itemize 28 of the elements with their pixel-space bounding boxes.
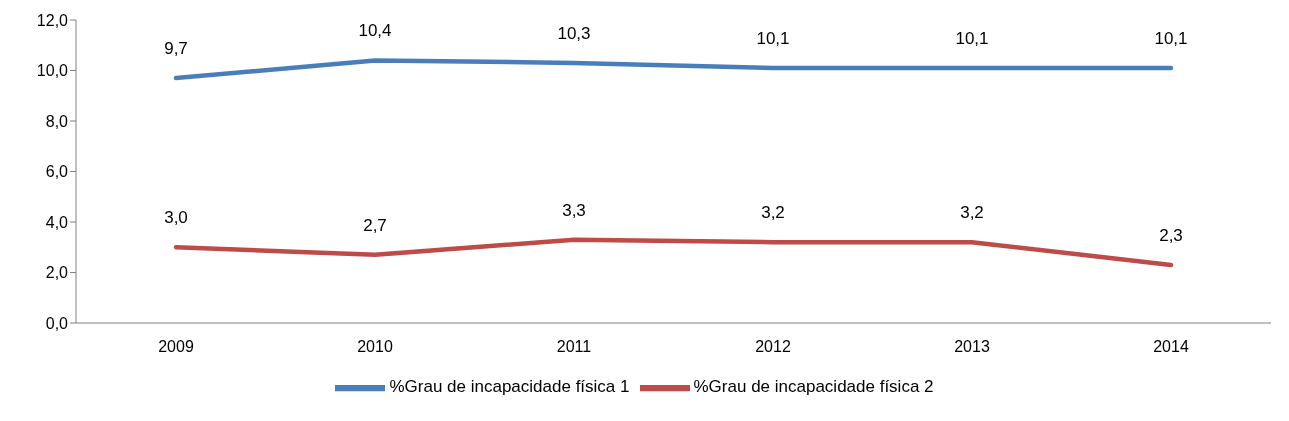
x-tick-label: 2013 (954, 338, 990, 356)
y-tick-label: 2,0 (45, 264, 69, 282)
legend-label: %Grau de incapacidade física 1 (389, 377, 630, 397)
y-tick-label: 12,0 (36, 11, 69, 29)
x-tick-label: 2014 (1153, 338, 1189, 356)
y-tick-label: 0,0 (45, 314, 69, 332)
data-label: 10,3 (557, 23, 591, 43)
y-tick-label: 4,0 (45, 213, 69, 231)
data-label: 10,4 (358, 21, 392, 41)
data-label: 10,1 (955, 28, 989, 48)
x-tick-label: 2012 (755, 338, 791, 356)
y-tick-label: 6,0 (45, 163, 69, 181)
x-tick-label: 2010 (357, 338, 393, 356)
data-label: 3,3 (562, 200, 586, 220)
y-tick-label: 8,0 (45, 112, 69, 130)
x-tick-label: 2009 (158, 338, 194, 356)
data-label: 10,1 (756, 28, 790, 48)
data-label: 3,2 (761, 203, 785, 223)
data-label: 2,3 (1159, 225, 1183, 245)
data-label: 9,7 (164, 39, 188, 59)
y-tick-label: 10,0 (36, 62, 69, 80)
data-label: 3,2 (960, 203, 984, 223)
data-label: 10,1 (1154, 28, 1188, 48)
x-tick-label: 2011 (556, 338, 592, 356)
data-label: 3,0 (164, 208, 188, 228)
legend-label: %Grau de incapacidade física 2 (693, 377, 934, 397)
line-series (173, 58, 1174, 81)
data-label: 2,7 (363, 215, 387, 235)
